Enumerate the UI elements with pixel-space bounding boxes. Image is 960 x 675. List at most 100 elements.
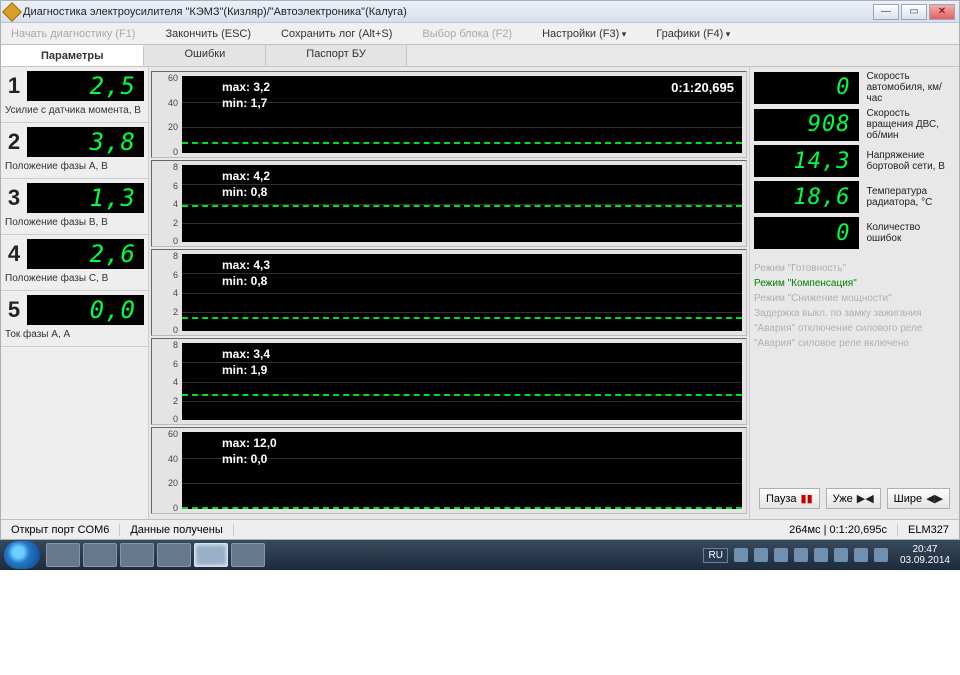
taskbar-icon[interactable] [46,543,80,567]
window-title: Диагностика электроусилителя "КЭМЗ"(Кизл… [23,6,871,18]
gauge: 0 Скорость автомобиля, км/час [754,71,955,104]
right-buttons: Пауза ▮▮ Уже ▶◀ Шире ◀▶ [754,482,955,515]
chart: 6040200max: 3,2min: 1,70:1:20,695 [151,71,747,158]
gauge: 18,6 Температура радиатора, °C [754,181,955,213]
maximize-button[interactable]: ▭ [901,4,927,20]
chart-min: min: 1,7 [222,96,267,110]
param-label: Усилие с датчика момента, В [5,105,144,116]
chart: 86420max: 3,4min: 1,9 [151,338,747,425]
mode-item: "Авария" отключение силового реле [754,323,955,334]
y-tick: 40 [168,98,178,108]
clock-date: 03.09.2014 [900,555,950,566]
tb-graphs[interactable]: Графики (F4) [650,26,736,42]
tray-icon[interactable] [754,548,768,562]
tb-settings[interactable]: Настройки (F3) [536,26,632,42]
param-block: 3 1,3 Положение фазы B, В [1,179,148,235]
param-label: Положение фазы B, В [5,217,144,228]
app-window: Диагностика электроусилителя "КЭМЗ"(Кизл… [0,0,960,540]
y-tick: 20 [168,122,178,132]
chart: 86420max: 4,2min: 0,8 [151,160,747,247]
param-label: Положение фазы C, В [5,273,144,284]
gauge-lcd: 14,3 [754,145,859,177]
blank-area [0,570,960,675]
status-data: Данные получены [120,524,233,536]
tray-icon[interactable] [874,548,888,562]
param-lcd: 2,6 [27,239,144,269]
status-bar: Открыт порт COM6 Данные получены 264мс |… [1,519,959,539]
wider-button[interactable]: Шире ◀▶ [887,488,950,509]
tray-icon[interactable] [854,548,868,562]
y-tick: 4 [173,377,178,387]
chart-max: max: 3,2 [222,80,270,94]
plot-area: max: 3,4min: 1,9 [182,343,742,420]
plot-area: max: 12,0min: 0,0 [182,432,742,509]
y-tick: 6 [173,181,178,191]
narrow-icon: ▶◀ [857,492,874,505]
tb-save[interactable]: Сохранить лог (Alt+S) [275,26,398,42]
tab-passport[interactable]: Паспорт БУ [266,45,407,66]
clock[interactable]: 20:47 03.09.2014 [894,544,956,566]
wider-icon: ◀▶ [926,492,943,505]
mode-item: Режим "Готовность" [754,263,955,274]
tb-start: Начать диагностику (F1) [5,26,141,42]
param-lcd: 2,5 [27,71,144,101]
gauge-label: Скорость вращения ДВС, об/мин [867,108,956,141]
y-axis: 86420 [152,250,182,335]
toolbar: Начать диагностику (F1) Закончить (ESC) … [1,23,959,45]
gauge: 908 Скорость вращения ДВС, об/мин [754,108,955,141]
status-adapter: ELM327 [898,524,959,536]
param-lcd: 0,0 [27,295,144,325]
chart-min: min: 1,9 [222,363,267,377]
taskbar-icon[interactable] [231,543,265,567]
tab-errors[interactable]: Ошибки [144,45,266,66]
param-number: 4 [5,241,23,267]
tray-icon[interactable] [814,548,828,562]
taskbar-icon[interactable] [194,543,228,567]
start-button[interactable] [4,541,40,569]
tb-block: Выбор блока (F2) [416,26,518,42]
close-button[interactable]: ✕ [929,4,955,20]
system-tray: RU 20:47 03.09.2014 [703,544,956,566]
param-label: Положение фазы A, В [5,161,144,172]
mode-item: Режим "Компенсация" [754,278,955,289]
tab-strip: Параметры Ошибки Паспорт БУ [1,45,959,67]
y-axis: 86420 [152,161,182,246]
y-tick: 4 [173,199,178,209]
y-tick: 0 [173,414,178,424]
tab-params[interactable]: Параметры [1,45,144,66]
tray-icon[interactable] [774,548,788,562]
param-lcd: 3,8 [27,127,144,157]
taskbar-icon[interactable] [120,543,154,567]
minimize-button[interactable]: — [873,4,899,20]
status-port: Открыт порт COM6 [1,524,120,536]
chart-min: min: 0,0 [222,452,267,466]
taskbar-icon[interactable] [157,543,191,567]
plot-area: max: 3,2min: 1,70:1:20,695 [182,76,742,153]
tray-icon[interactable] [834,548,848,562]
mode-item: Задержка выкл. по замку зажигания [754,308,955,319]
gauge-label: Температура радиатора, °C [867,186,956,208]
narrow-button[interactable]: Уже ▶◀ [826,488,881,509]
y-axis: 6040200 [152,72,182,157]
param-label: Ток фазы A, А [5,329,144,340]
chart-min: min: 0,8 [222,185,267,199]
param-number: 2 [5,129,23,155]
y-tick: 8 [173,251,178,261]
taskbar-icon[interactable] [83,543,117,567]
windows-taskbar: RU 20:47 03.09.2014 [0,540,960,570]
param-block: 2 3,8 Положение фазы A, В [1,123,148,179]
titlebar: Диагностика электроусилителя "КЭМЗ"(Кизл… [1,1,959,23]
y-axis: 86420 [152,339,182,424]
param-number: 5 [5,297,23,323]
pause-button[interactable]: Пауза ▮▮ [759,488,820,509]
y-tick: 0 [173,147,178,157]
y-tick: 60 [168,429,178,439]
gauge-label: Количество ошибок [867,222,956,244]
chart-min: min: 0,8 [222,274,267,288]
tb-finish[interactable]: Закончить (ESC) [159,26,257,42]
lang-indicator[interactable]: RU [703,548,727,563]
tray-icon[interactable] [734,548,748,562]
status-timing: 264мс | 0:1:20,695с [779,524,898,536]
y-tick: 4 [173,288,178,298]
tray-icon[interactable] [794,548,808,562]
